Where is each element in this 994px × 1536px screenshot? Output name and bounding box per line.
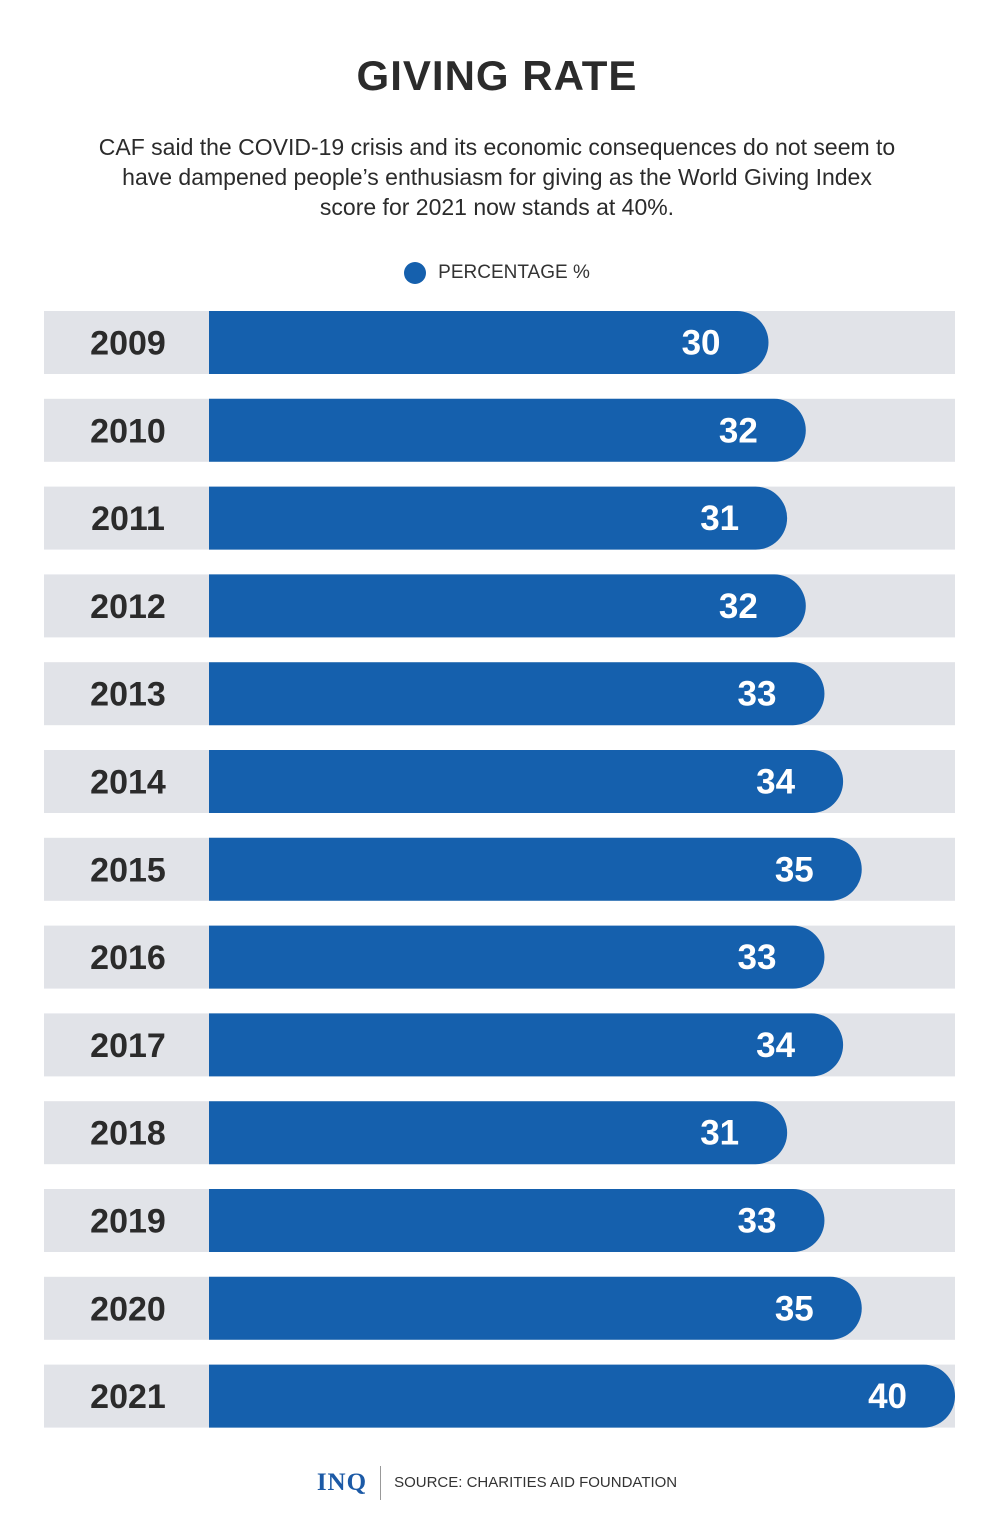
bar (209, 837, 862, 901)
source-credit: SOURCE: CHARITIES AID FOUNDATION (394, 1474, 678, 1491)
inq-logo: INQ (317, 1466, 382, 1500)
data-label: 31 (700, 1114, 739, 1153)
data-label: 35 (775, 1289, 814, 1328)
category-label: 2021 (90, 1378, 166, 1416)
bar (209, 1276, 862, 1340)
category-label: 2017 (90, 1027, 166, 1065)
data-label: 33 (738, 1202, 777, 1241)
data-label: 34 (756, 763, 795, 802)
data-label: 33 (738, 938, 777, 977)
bar-row: 2011 31 (44, 486, 955, 550)
bar-row: 2012 32 (44, 574, 955, 638)
bar (209, 398, 806, 462)
category-label: 2009 (90, 325, 166, 363)
data-label: 40 (868, 1377, 907, 1416)
data-label: 32 (719, 411, 758, 450)
bar (209, 1013, 844, 1077)
category-label: 2019 (90, 1203, 166, 1241)
bar-row: 2013 33 (44, 662, 955, 726)
bar (209, 486, 788, 550)
bar-row: 2017 34 (44, 1013, 955, 1077)
chart-subtitle: CAF said the COVID-19 crisis and its eco… (98, 134, 896, 220)
bar (209, 1364, 956, 1428)
footer: INQ SOURCE: CHARITIES AID FOUNDATION (0, 1466, 994, 1500)
bar (209, 311, 769, 374)
chart-title: GIVING RATE (356, 52, 638, 99)
category-label: 2020 (90, 1290, 166, 1328)
category-label: 2012 (90, 588, 166, 626)
legend-label: PERCENTAGE % (438, 262, 590, 283)
bar (209, 750, 844, 813)
category-label: 2010 (90, 412, 166, 450)
category-label: 2016 (90, 939, 166, 977)
legend-swatch (404, 262, 427, 284)
bar-row: 2009 30 (44, 311, 955, 374)
bar (209, 574, 806, 638)
category-label: 2015 (90, 851, 166, 889)
data-label: 34 (756, 1026, 795, 1065)
data-label: 30 (682, 324, 721, 363)
bar-row: 2020 35 (44, 1276, 955, 1340)
data-label: 32 (719, 587, 758, 626)
bar-row: 2016 33 (44, 925, 955, 989)
bar-row: 2015 35 (44, 837, 955, 901)
category-label: 2014 (90, 764, 166, 802)
bar-row: 2021 40 (44, 1364, 956, 1428)
bar-row: 2018 31 (44, 1101, 955, 1165)
category-label: 2011 (91, 500, 165, 538)
bar (209, 1101, 788, 1165)
category-label: 2013 (90, 676, 166, 714)
data-label: 35 (775, 850, 814, 889)
bar-row: 2014 34 (44, 750, 955, 813)
data-label: 33 (738, 675, 777, 714)
bar (209, 662, 825, 726)
bar (209, 1189, 825, 1252)
category-label: 2018 (90, 1115, 166, 1153)
bar (209, 925, 825, 989)
bar-row: 2019 33 (44, 1189, 955, 1252)
data-label: 31 (700, 499, 739, 538)
bar-row: 2010 32 (44, 398, 955, 462)
legend: PERCENTAGE % (0, 262, 994, 284)
